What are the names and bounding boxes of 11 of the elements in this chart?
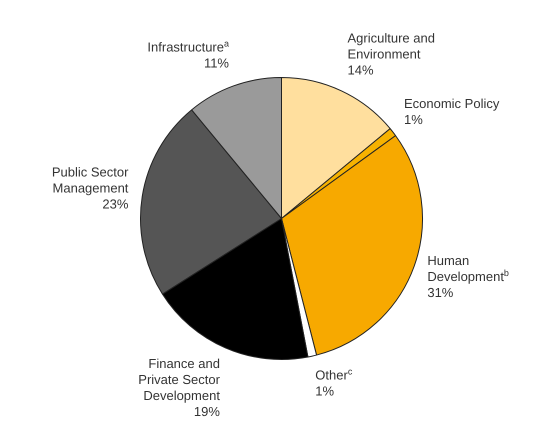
slice-label: Agriculture and Environment [347, 30, 435, 62]
data-label: 23% [102, 196, 129, 212]
data-label: 1% [404, 112, 424, 127]
slice-label: Public Sector Management [52, 164, 130, 196]
data-label: 19% [194, 404, 220, 420]
slice-label: Finance and Private Sector Development [138, 356, 221, 404]
data-label: 14% [347, 62, 374, 78]
data-label: 11% [204, 56, 230, 71]
slice-label: Economic Policy [404, 96, 500, 111]
data-label: 1% [315, 383, 335, 398]
data-label: 31% [427, 285, 454, 300]
